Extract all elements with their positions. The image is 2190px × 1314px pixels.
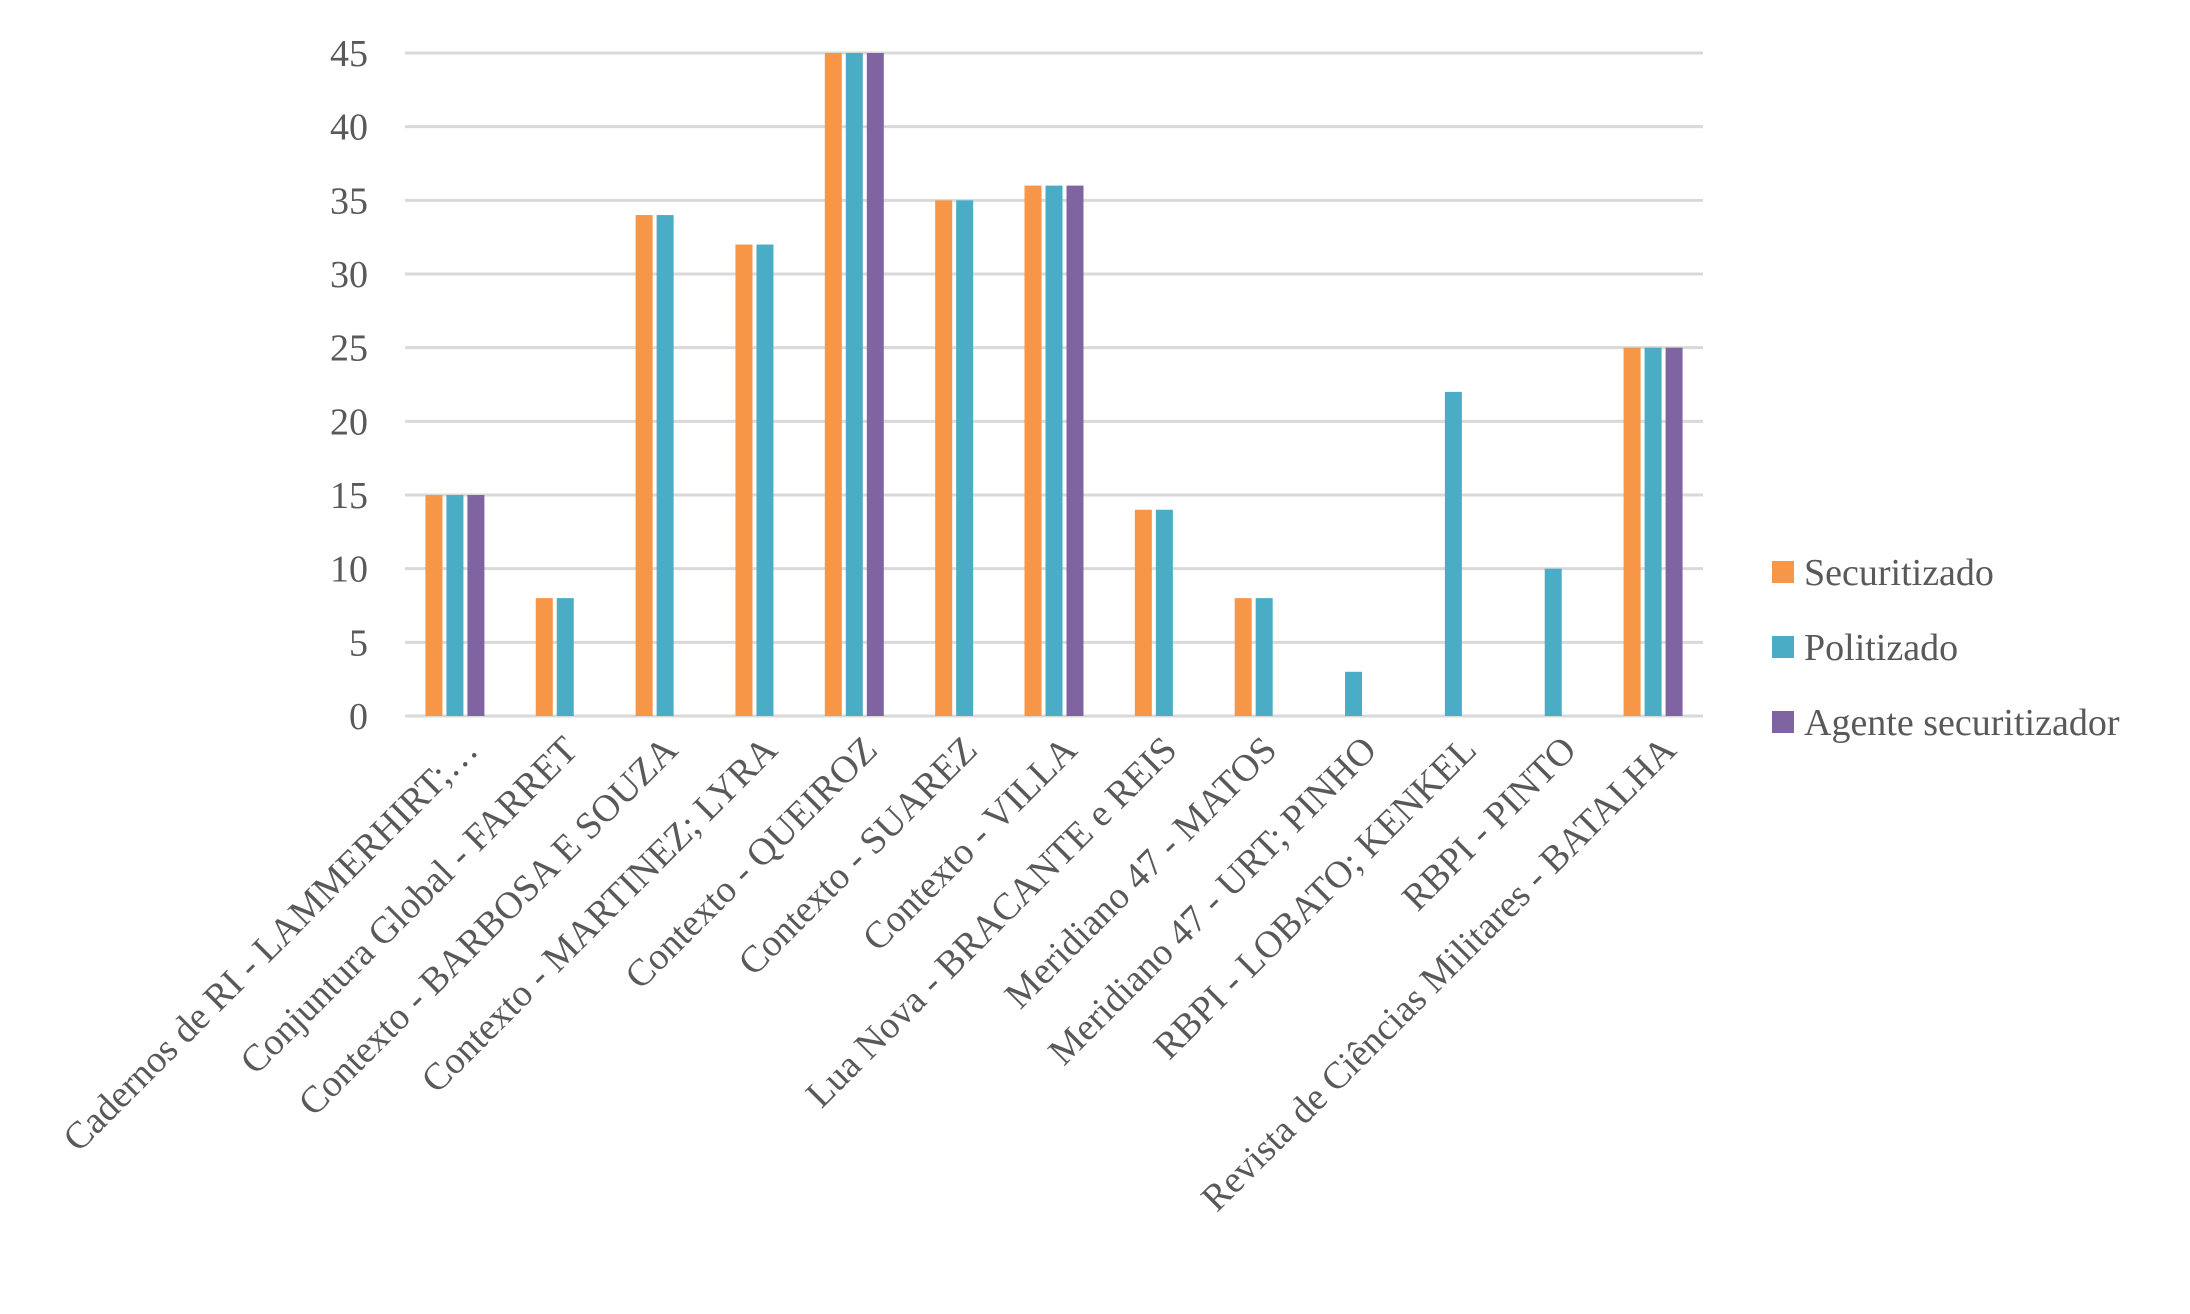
legend-label: Agente securitizador — [1804, 702, 2120, 744]
bar-politizado-3 — [756, 244, 774, 717]
legend-item-agente-securitizador: Agente securitizador — [1772, 702, 2120, 744]
bar-politizado-12 — [1644, 347, 1662, 716]
bar-securitizado-2 — [635, 215, 653, 717]
x-category-label: Cadernos de RI - LAMMERHIRT;… — [55, 729, 486, 1160]
y-tick-label: 25 — [330, 328, 368, 370]
legend-item-politizado: Politizado — [1772, 627, 1958, 669]
y-tick-label: 35 — [330, 180, 368, 222]
x-category-label: Contexto - BARBOSA E SOUZA — [291, 728, 687, 1124]
bar-politizado-4 — [845, 53, 863, 716]
legend-swatch — [1772, 636, 1794, 658]
legend: Securitizado Politizado Agente securitizad… — [1772, 552, 2120, 744]
bar-politizado-8 — [1255, 598, 1273, 716]
bar-agente-securitizador-12 — [1665, 347, 1683, 716]
y-tick-label: 40 — [330, 107, 368, 149]
bar-agente-securitizador-0 — [467, 495, 485, 716]
bar-agente-securitizador-4 — [866, 53, 884, 716]
bar-securitizado-12 — [1623, 347, 1641, 716]
bar-securitizado-6 — [1024, 185, 1042, 717]
y-tick-label: 15 — [330, 475, 368, 517]
bar-politizado-6 — [1045, 185, 1063, 717]
y-axis-tick-labels: 0 5 10 15 20 25 30 35 40 45 — [330, 33, 368, 738]
legend-swatch — [1772, 711, 1794, 733]
y-tick-label: 0 — [349, 696, 368, 738]
y-tick-label: 5 — [349, 622, 368, 664]
bar-politizado-1 — [556, 598, 574, 716]
legend-item-securitizado: Securitizado — [1772, 552, 1994, 594]
bars — [425, 53, 1683, 717]
bar-politizado-0 — [446, 495, 464, 716]
bar-agente-securitizador-6 — [1066, 185, 1084, 717]
x-category-label: RBPI - PINTO — [1394, 729, 1584, 919]
y-tick-label: 30 — [330, 254, 368, 296]
y-tick-label: 45 — [330, 33, 368, 75]
x-axis-category-labels: Cadernos de RI - LAMMERHIRT;…Conjuntura … — [55, 728, 1685, 1219]
bar-politizado-10 — [1444, 391, 1462, 716]
bar-securitizado-1 — [535, 598, 553, 716]
bar-securitizado-8 — [1234, 598, 1252, 716]
bar-securitizado-7 — [1134, 509, 1152, 716]
bar-politizado-5 — [956, 200, 974, 717]
bar-securitizado-5 — [935, 200, 953, 717]
legend-label: Securitizado — [1804, 552, 1994, 594]
bar-politizado-7 — [1155, 509, 1173, 716]
bar-politizado-11 — [1544, 568, 1562, 716]
bar-securitizado-0 — [425, 495, 443, 716]
y-tick-label: 20 — [330, 401, 368, 443]
bar-securitizado-3 — [735, 244, 753, 717]
bar-securitizado-4 — [824, 53, 842, 716]
bar-politizado-9 — [1345, 671, 1363, 716]
legend-label: Politizado — [1804, 627, 1958, 669]
y-tick-label: 10 — [330, 549, 368, 591]
bar-politizado-2 — [656, 215, 674, 717]
legend-swatch — [1772, 561, 1794, 583]
